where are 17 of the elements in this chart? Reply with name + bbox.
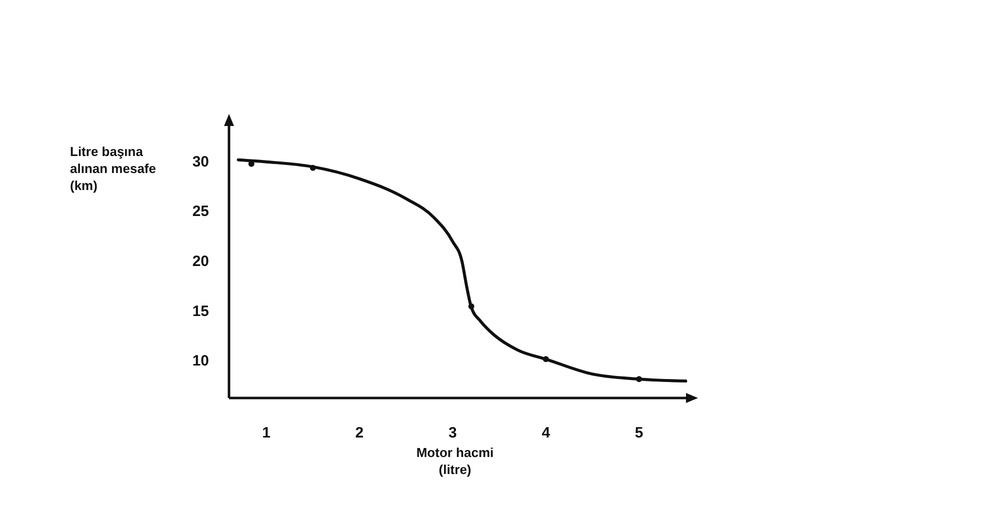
point — [542, 356, 549, 362]
x-tick-label: 5 — [634, 424, 644, 442]
line-series — [236, 158, 688, 383]
point — [310, 164, 316, 171]
point — [636, 376, 642, 382]
x-tick-label: 1 — [262, 424, 270, 442]
x-tick-label: 2 — [355, 424, 364, 442]
y-tick-label: 15 — [192, 302, 209, 320]
x-tick-label: 4 — [542, 424, 551, 442]
point — [468, 303, 474, 310]
y-tick-label: 10 — [192, 352, 209, 370]
y-tick-label: 25 — [192, 203, 209, 220]
x-axis-title: Motor hacmi (litre) — [416, 445, 494, 477]
x-tick-label: 3 — [448, 424, 457, 442]
y-tick-label: 30 — [192, 153, 209, 170]
y-tick-label: 20 — [192, 252, 209, 270]
y-axis-title: Litre başına alınan mesafe (km) — [70, 144, 156, 193]
